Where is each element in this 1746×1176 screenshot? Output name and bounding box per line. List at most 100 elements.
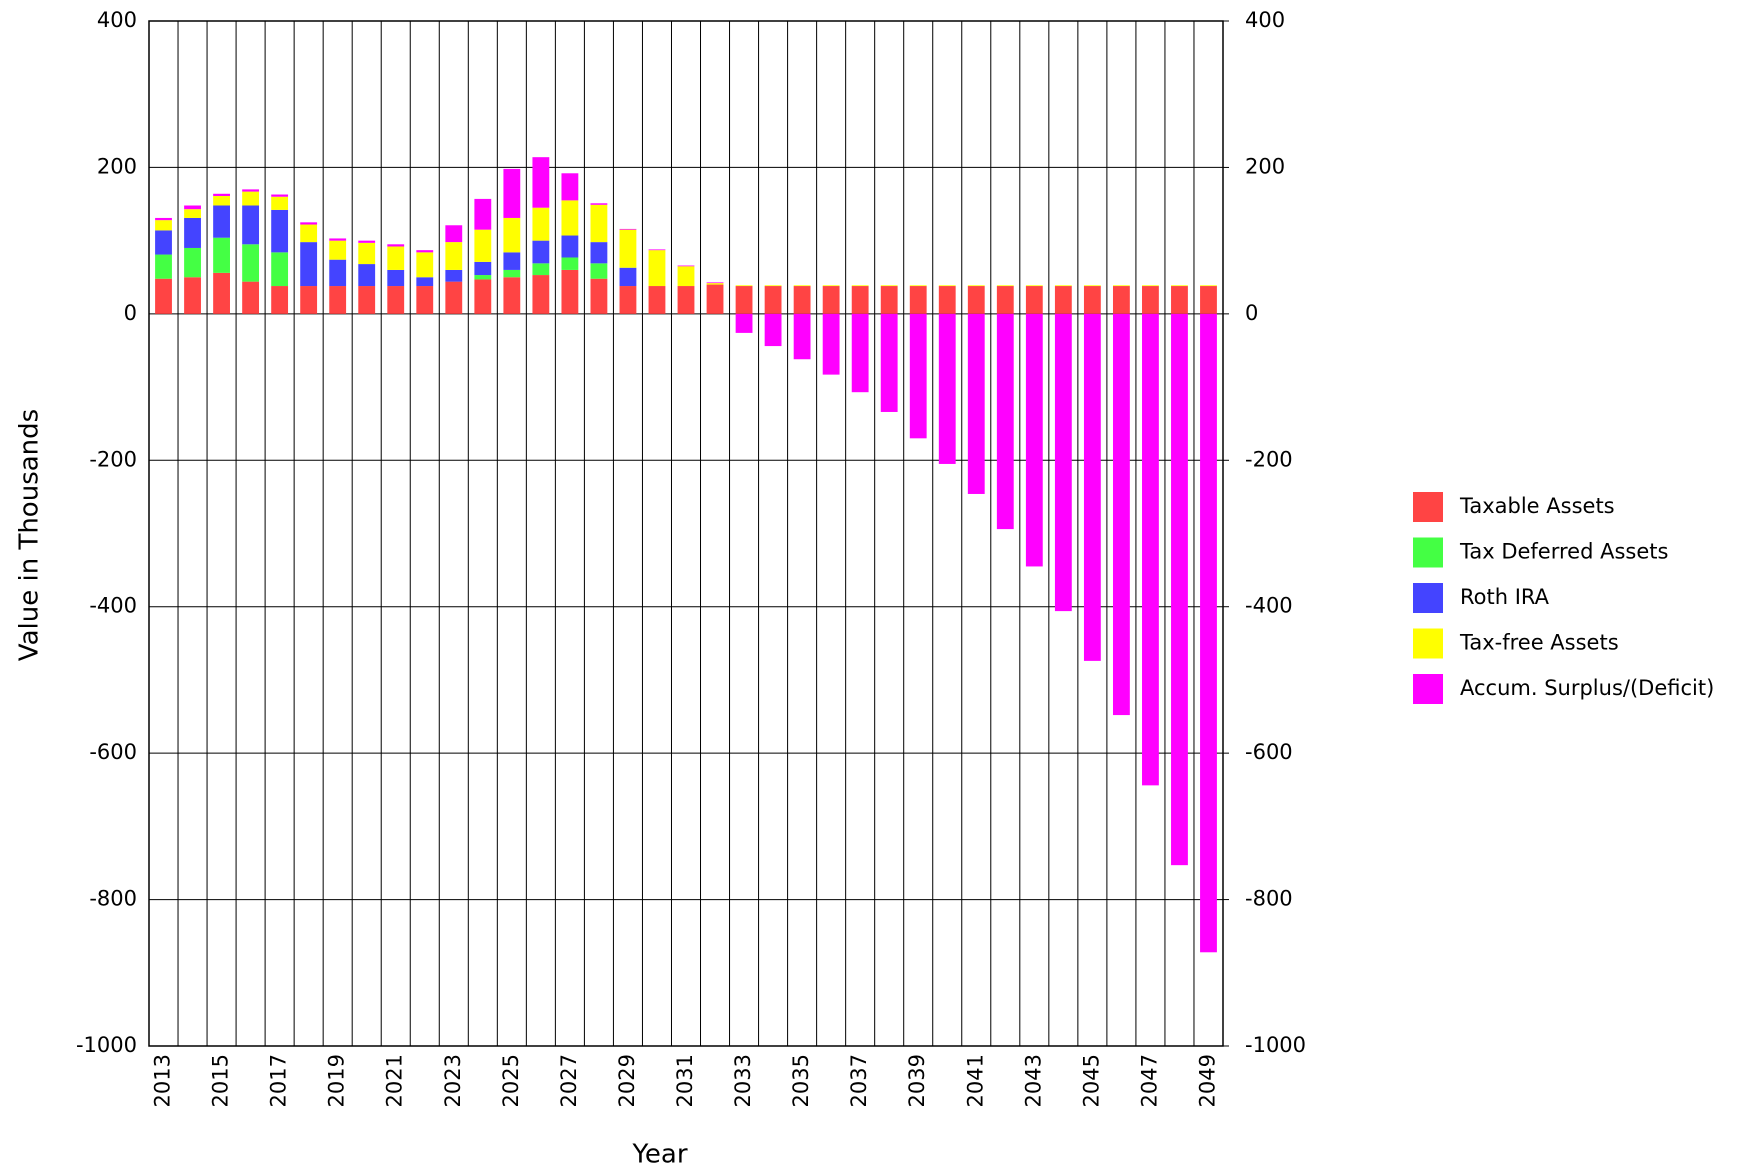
- bar-segment: [271, 194, 289, 197]
- bar-segment: [764, 286, 782, 314]
- bar-segment: [155, 230, 172, 255]
- bar-segment: [503, 217, 521, 253]
- bar-segment: [242, 244, 260, 282]
- bar-segment: [329, 286, 347, 314]
- bar-segment: [503, 269, 521, 278]
- legend-label: Taxable Assets: [1459, 494, 1615, 518]
- bar-segment: [329, 259, 347, 287]
- bar-segment: [1054, 285, 1072, 287]
- bar-segment: [967, 313, 985, 494]
- y-tick-label: -1000: [76, 1033, 137, 1057]
- bar-segment: [474, 279, 492, 314]
- x-tick-label: 2031: [673, 1054, 697, 1107]
- bar-segment: [880, 285, 898, 287]
- bar-segment: [793, 286, 811, 314]
- bar-segment: [909, 313, 927, 439]
- legend-swatch: [1413, 628, 1443, 659]
- bar-segment: [155, 278, 172, 314]
- x-tick-label: 2017: [267, 1054, 291, 1107]
- bar-segment: [619, 267, 637, 287]
- legend-label: Accum. Surplus/(Deficit): [1460, 676, 1714, 700]
- bar-segment: [851, 285, 869, 287]
- bar-segment: [735, 286, 753, 314]
- bar-segment: [532, 240, 550, 264]
- bar-segment: [1142, 313, 1159, 786]
- bar-segment: [648, 249, 666, 251]
- bar-segment: [967, 285, 985, 287]
- bar-segment: [561, 269, 579, 314]
- y-tick-label: 0: [124, 301, 137, 325]
- bar-segment: [851, 313, 869, 393]
- y-tick-label: -800: [89, 887, 137, 911]
- bar-segment: [445, 269, 463, 282]
- legend-swatch: [1413, 674, 1443, 704]
- bar-segment: [1200, 285, 1217, 287]
- bar-segment: [735, 313, 753, 333]
- x-tick-label: 2013: [151, 1054, 175, 1107]
- legend-label: Tax-free Assets: [1459, 631, 1619, 655]
- bar-segment: [1025, 286, 1043, 314]
- y-tick-label: -200: [89, 447, 137, 471]
- bar-segment: [793, 313, 811, 360]
- x-tick-label: 2049: [1195, 1054, 1219, 1107]
- bar-segment: [1112, 286, 1130, 314]
- bar-segment: [1083, 285, 1101, 287]
- bar-segment: [416, 250, 434, 253]
- bar-segment: [358, 264, 376, 287]
- bar-segment: [474, 198, 492, 230]
- x-tick-label: 2037: [847, 1054, 871, 1107]
- x-tick-label: 2043: [1021, 1054, 1045, 1107]
- bar-segment: [358, 286, 376, 314]
- bar-segment: [1025, 313, 1043, 567]
- bar-segment: [184, 247, 201, 278]
- bar-segment: [271, 196, 289, 210]
- bar-segment: [242, 189, 260, 192]
- bar-segment: [561, 173, 579, 201]
- bar-segment: [1112, 285, 1130, 287]
- y-tick-label: 400: [97, 8, 137, 32]
- bar-segment: [1200, 286, 1217, 314]
- x-tick-label: 2023: [441, 1054, 465, 1107]
- bar-segment: [909, 286, 927, 314]
- bar-segment: [271, 209, 289, 253]
- bar-segment: [329, 238, 347, 241]
- bar-segment: [996, 285, 1014, 287]
- y2-tick-label: 200: [1245, 154, 1285, 178]
- bar-segment: [213, 195, 230, 206]
- bar-segment: [938, 285, 956, 287]
- bar-segment: [1171, 285, 1188, 287]
- bar-segment: [416, 286, 434, 314]
- bar-segment: [213, 205, 230, 238]
- bar-segment: [561, 257, 579, 270]
- bar-segment: [1142, 285, 1159, 287]
- bar-segment: [677, 266, 695, 287]
- plot-frame: [148, 20, 1224, 1047]
- bar-segment: [648, 250, 666, 287]
- bar-segment: [474, 275, 492, 280]
- bar-segment: [416, 277, 434, 287]
- x-axis-label: Year: [631, 1140, 687, 1170]
- y-tick-label: -600: [89, 740, 137, 764]
- bar-segment: [445, 281, 463, 314]
- bar-segment: [648, 286, 666, 314]
- y2-tick-label: -600: [1245, 740, 1293, 764]
- bar-segment: [619, 286, 637, 314]
- bar-segment: [590, 278, 608, 314]
- x-tick-label: 2021: [383, 1054, 407, 1107]
- bar-segment: [532, 275, 550, 314]
- bar-segment: [445, 225, 463, 243]
- x-tick-label: 2015: [209, 1054, 233, 1107]
- y-tick-label: -400: [89, 594, 137, 618]
- bar-segment: [967, 286, 985, 314]
- bar-segment: [706, 284, 724, 314]
- bar-segment: [416, 252, 434, 278]
- bar-segment: [1171, 286, 1188, 314]
- bar-segment: [358, 242, 376, 265]
- bar-segment: [1025, 285, 1043, 287]
- bar-segment: [503, 252, 521, 270]
- bar-segment: [300, 286, 318, 314]
- bar-segment: [242, 281, 260, 314]
- bar-segment: [184, 277, 201, 314]
- bar-segment: [1083, 286, 1101, 314]
